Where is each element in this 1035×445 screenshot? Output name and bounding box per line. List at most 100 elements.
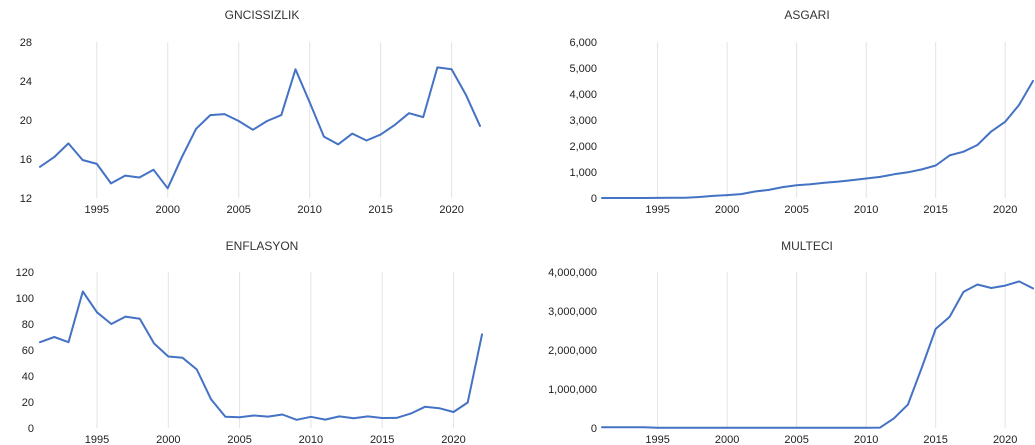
data-point	[712, 195, 714, 197]
data-point	[851, 179, 854, 181]
data-point	[67, 142, 70, 145]
chart-title: MULTECI	[781, 239, 833, 253]
data-point	[1004, 121, 1006, 123]
data-point	[642, 197, 645, 199]
data-point	[465, 93, 467, 96]
data-point	[907, 171, 909, 174]
data-point	[962, 291, 965, 293]
data-point	[754, 427, 756, 429]
data-point	[823, 181, 826, 184]
data-point	[962, 150, 965, 153]
x-tick-label: 1995	[85, 434, 109, 445]
x-tick-label: 2000	[155, 204, 179, 216]
data-point	[82, 290, 84, 293]
data-point	[53, 156, 55, 158]
data-point	[267, 415, 269, 418]
data-point	[351, 132, 354, 135]
data-point	[195, 128, 197, 130]
x-tick-label: 2020	[993, 434, 1017, 445]
data-point	[408, 112, 410, 114]
data-point	[670, 427, 673, 429]
data-point	[39, 341, 41, 344]
data-point	[865, 427, 867, 429]
data-point	[754, 190, 756, 193]
y-tick-label: 0	[28, 423, 34, 435]
y-tick-label: 28	[20, 37, 32, 49]
data-point	[809, 183, 812, 185]
x-tick-label: 1995	[645, 204, 669, 216]
y-tick-label: 0	[591, 423, 597, 435]
data-point	[181, 357, 184, 359]
data-point	[139, 318, 141, 320]
data-point	[948, 316, 951, 318]
data-point	[934, 328, 937, 330]
x-tick-label: 1995	[645, 434, 669, 445]
data-point	[1018, 104, 1020, 106]
data-point	[424, 406, 426, 408]
y-tick-label: 5,000	[569, 63, 597, 75]
x-tick-label: 2010	[299, 434, 323, 445]
data-point	[53, 336, 56, 338]
y-tick-label: 2,000,000	[548, 345, 597, 357]
data-point	[379, 133, 382, 136]
y-tick-label: 1,000	[569, 167, 597, 179]
data-point	[865, 177, 867, 180]
x-tick-label: 2015	[370, 434, 394, 445]
x-tick-label: 2000	[156, 434, 180, 445]
y-tick-label: 1,000,000	[548, 384, 597, 396]
data-point	[795, 184, 798, 187]
data-point	[698, 196, 701, 198]
data-point	[1032, 80, 1034, 82]
data-point	[238, 416, 241, 419]
x-tick-label: 2015	[368, 204, 392, 216]
data-point	[252, 129, 254, 131]
data-point	[295, 419, 298, 421]
data-point	[438, 407, 441, 410]
data-point	[237, 120, 240, 122]
x-tick-label: 2005	[784, 204, 808, 216]
data-point	[422, 116, 425, 118]
y-tick-label: 120	[16, 267, 34, 279]
data-point	[209, 114, 212, 116]
data-point	[381, 417, 384, 419]
data-point	[893, 417, 895, 420]
chart-title: ASGARI	[784, 8, 829, 22]
data-point	[166, 187, 169, 190]
data-point	[1018, 280, 1020, 283]
data-point	[110, 182, 112, 185]
chart-multeci: MULTECI 1995 2000 2005 2010 2015 2020 0 1,000,00…	[548, 239, 1034, 445]
data-point	[323, 135, 325, 138]
series-line	[39, 290, 483, 421]
data-point	[907, 403, 909, 406]
data-point	[670, 197, 673, 199]
data-point	[642, 426, 645, 429]
data-point	[726, 194, 728, 196]
y-tick-label: 6,000	[569, 37, 597, 49]
data-point	[152, 168, 155, 171]
data-point	[948, 154, 951, 157]
data-point	[781, 186, 784, 188]
data-point	[879, 426, 881, 429]
data-point	[684, 196, 687, 199]
data-point	[124, 174, 126, 177]
data-point	[365, 139, 368, 142]
data-point	[450, 68, 453, 71]
y-tick-label: 24	[20, 76, 32, 88]
data-point	[436, 66, 439, 69]
data-point	[308, 101, 311, 104]
data-point	[781, 427, 784, 429]
data-point	[324, 418, 327, 421]
y-tick-label: 3,000,000	[548, 306, 597, 318]
data-point	[124, 315, 127, 318]
data-point	[698, 427, 701, 429]
x-tick-label: 2020	[441, 434, 465, 445]
data-point	[990, 287, 993, 289]
data-point	[67, 341, 70, 344]
data-point	[224, 416, 227, 418]
x-tick-label: 2015	[923, 434, 947, 445]
x-tick-label: 2010	[854, 434, 878, 445]
y-tick-label: 2,000	[569, 141, 597, 153]
data-point	[921, 168, 923, 171]
data-point	[280, 114, 283, 116]
